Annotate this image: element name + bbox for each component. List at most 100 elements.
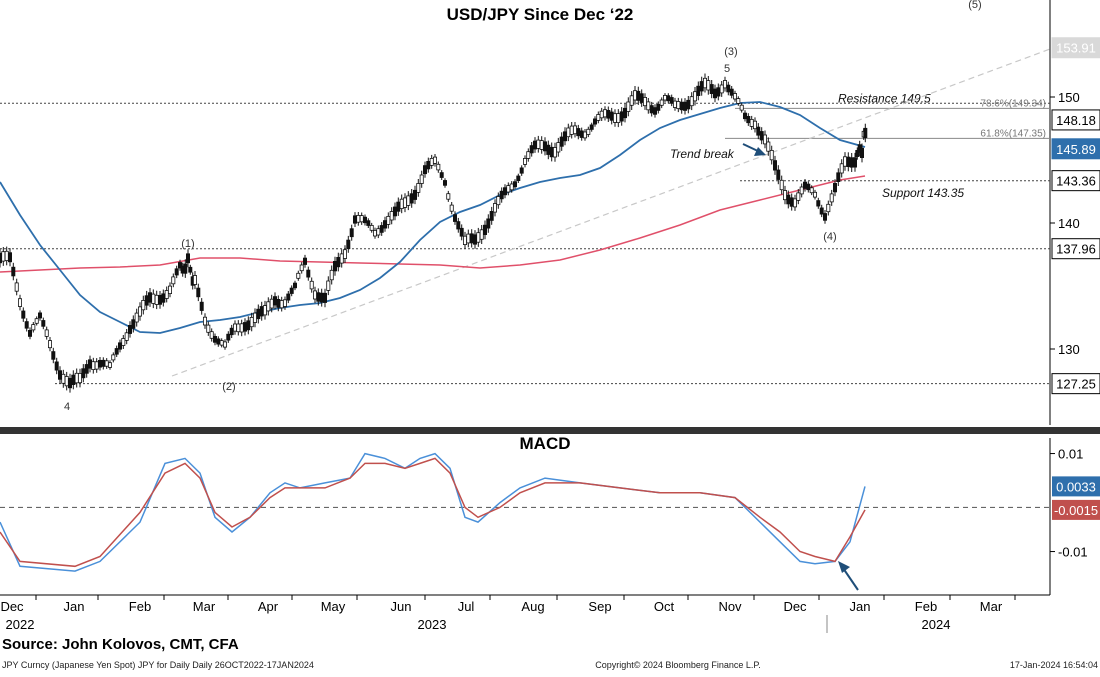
- candle-body: [199, 301, 204, 311]
- candle-body: [262, 305, 267, 316]
- candle-body: [673, 100, 678, 108]
- candle-body: [439, 172, 444, 178]
- candle-body: [656, 104, 661, 111]
- candle-body: [456, 221, 461, 230]
- candle-body: [509, 183, 514, 191]
- candle-body: [676, 101, 681, 109]
- candle-body: [823, 213, 828, 221]
- candle-body: [239, 323, 244, 333]
- candle-body: [743, 112, 748, 120]
- x-tick-label: Dec: [0, 599, 24, 614]
- candle-body: [11, 266, 16, 277]
- candle-body: [733, 93, 738, 100]
- signal-line: [0, 457, 866, 568]
- candle-body: [789, 197, 794, 207]
- candle-body: [663, 95, 668, 101]
- candle-body: [134, 312, 139, 323]
- candle-body: [269, 298, 274, 309]
- candle-body: [499, 190, 504, 200]
- candle-body: [546, 144, 551, 155]
- candle-body: [359, 215, 364, 223]
- candle-body: [121, 338, 126, 346]
- candle-body: [196, 287, 201, 298]
- macd-arrow: [842, 567, 859, 591]
- candle-body: [699, 81, 704, 92]
- candle-body: [573, 125, 578, 135]
- macd-tag-label: -0.0015: [1054, 503, 1098, 518]
- candle-body: [855, 149, 860, 157]
- candle-body: [442, 180, 447, 186]
- candle-body: [666, 95, 671, 102]
- candle-body: [188, 266, 193, 273]
- candle-body: [104, 360, 109, 367]
- candle-body: [279, 300, 284, 309]
- candle-body: [769, 149, 774, 161]
- candle-body: [839, 163, 844, 174]
- candle-body: [332, 260, 337, 272]
- candle-body: [749, 119, 754, 127]
- candle-body: [616, 113, 621, 123]
- trend-break-arrowhead: [754, 147, 766, 156]
- candle-body: [549, 146, 554, 158]
- footer-left: JPY Curncy (Japanese Yen Spot) JPY for D…: [2, 660, 314, 670]
- candle-body: [693, 91, 698, 102]
- candle-body: [609, 111, 614, 121]
- candle-body: [222, 341, 227, 348]
- candle-body: [51, 351, 56, 360]
- candle-body: [709, 84, 714, 95]
- candle-body: [786, 194, 791, 205]
- candle-body: [462, 235, 467, 245]
- wave-label: (1): [181, 238, 194, 250]
- candle-body: [366, 220, 371, 226]
- candle-body: [796, 192, 801, 201]
- y-tick-label: 130: [1058, 342, 1080, 357]
- candle-body: [27, 329, 32, 337]
- candle-body: [34, 318, 39, 324]
- candle-body: [157, 294, 162, 305]
- candle-body: [759, 131, 764, 141]
- candle-body: [739, 104, 744, 111]
- candle-body: [68, 377, 73, 389]
- candle-body: [124, 332, 129, 341]
- candle-body: [246, 320, 251, 331]
- footer-center: Copyright© 2024 Bloomberg Finance L.P.: [595, 660, 761, 670]
- fib-label: 78.6%(149.34): [980, 98, 1046, 109]
- macd-y-tick-label: -0.01: [1058, 545, 1088, 560]
- candle-body: [369, 224, 374, 231]
- candle-body: [489, 210, 494, 221]
- candle-body: [819, 207, 824, 215]
- candle-body: [452, 214, 457, 222]
- candle-body: [299, 264, 304, 272]
- candle-body: [486, 218, 491, 229]
- candle-body: [773, 160, 778, 171]
- candle-body: [586, 128, 591, 135]
- candle-body: [114, 348, 119, 355]
- moving-average-blue: [0, 101, 866, 334]
- candle-body: [523, 157, 528, 165]
- candle-body: [326, 280, 331, 291]
- candle-body: [826, 203, 831, 213]
- candle-body: [74, 372, 79, 384]
- wave-label: (2): [222, 381, 235, 393]
- x-tick-label: May: [321, 599, 346, 614]
- candle-body: [356, 214, 361, 223]
- x-tick-label: Oct: [654, 599, 675, 614]
- candle-body: [171, 276, 176, 285]
- candle-body: [167, 285, 172, 295]
- candle-body: [259, 306, 264, 317]
- candle-body: [659, 99, 664, 106]
- candle-body: [579, 130, 584, 138]
- wave-label: (4): [823, 231, 836, 243]
- candle-body: [256, 308, 261, 320]
- candle-body: [4, 250, 9, 262]
- candle-body: [252, 312, 257, 323]
- candle-body: [141, 299, 146, 311]
- candle-body: [108, 362, 113, 368]
- macd-y-tick-label: 0.01: [1058, 447, 1083, 462]
- candle-body: [496, 196, 501, 206]
- x-tick-label: Jul: [458, 599, 475, 614]
- candle-body: [44, 329, 49, 337]
- candle-body: [432, 156, 437, 164]
- candle-body: [84, 364, 89, 374]
- candle-body: [209, 331, 214, 339]
